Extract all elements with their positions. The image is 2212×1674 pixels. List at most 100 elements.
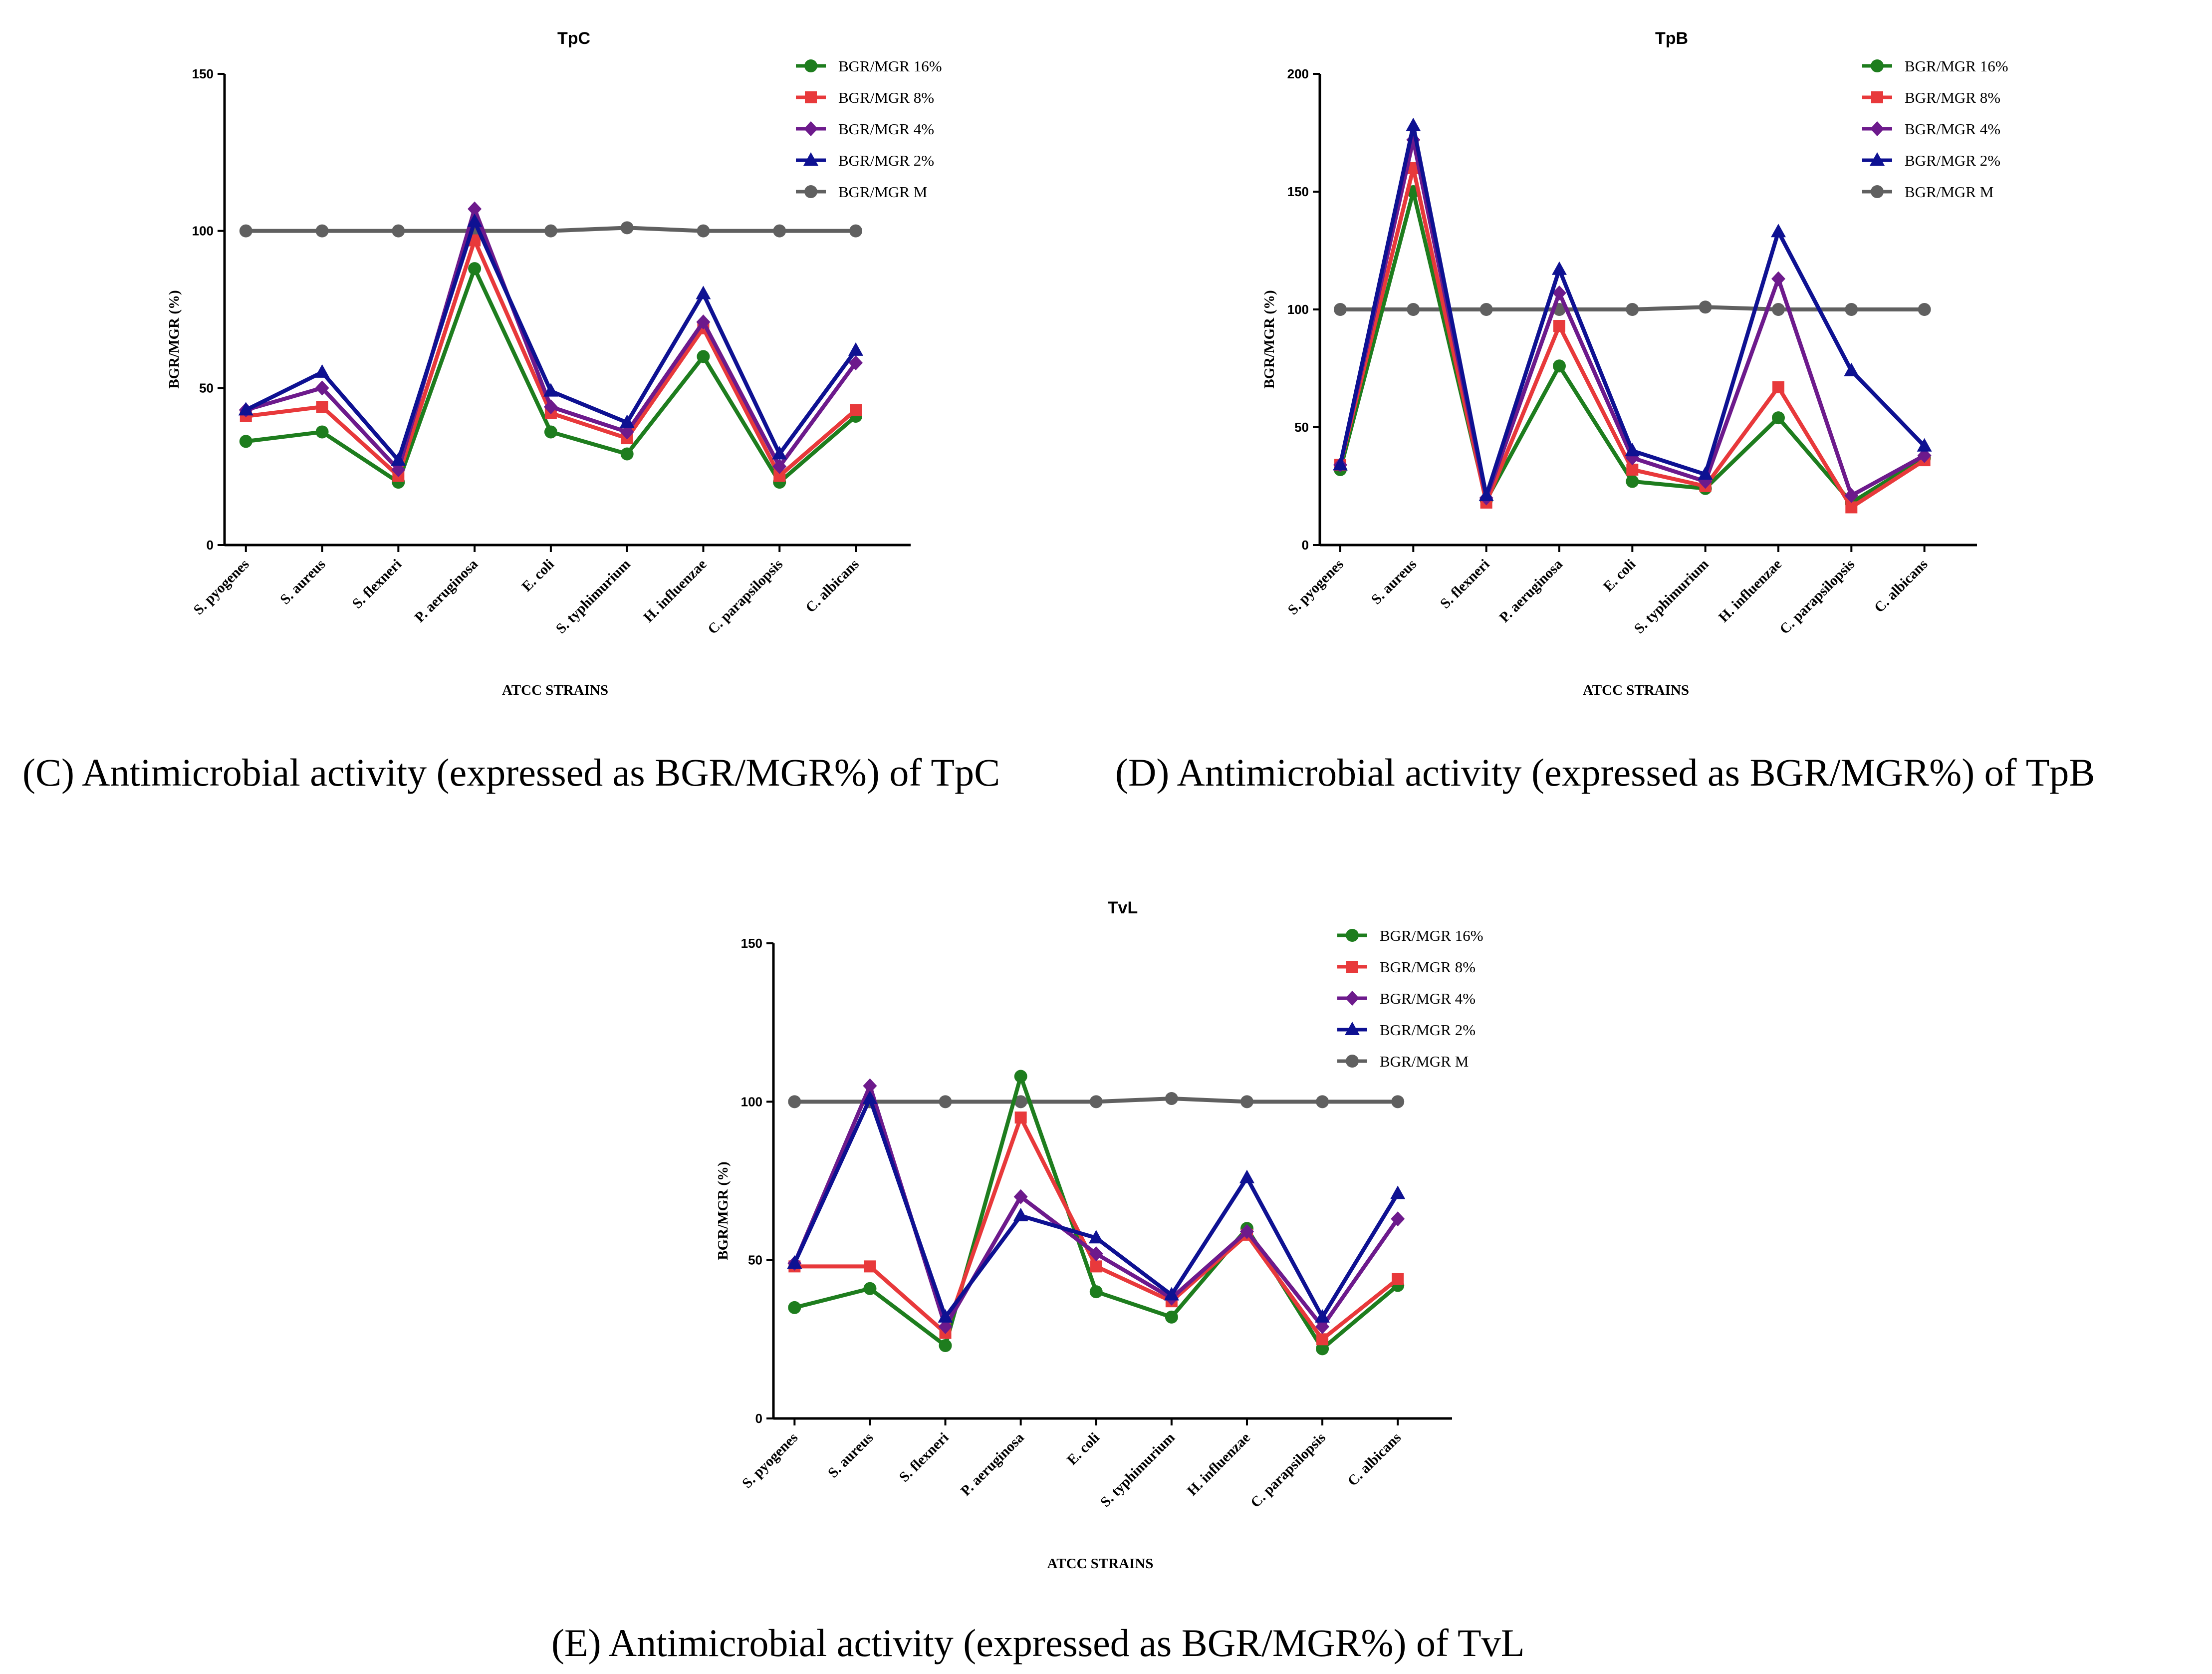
tvl-ytick-label: 0 [755, 1411, 762, 1426]
tpc-ytick-label: 0 [207, 538, 214, 553]
tpc-point-bgr-mgr-m-4 [544, 224, 557, 238]
tpb-category-h-influenzae: H. influenzae [1716, 556, 1785, 625]
tvl-series-bgr-mgr-2 [787, 1090, 1406, 1323]
tpb-point-bgr-mgr-2-7 [1844, 362, 1859, 376]
tpb-point-bgr-mgr-m-6 [1771, 303, 1785, 316]
tpb-legend-label: BGR/MGR 2% [1905, 152, 2000, 169]
tpc-category-s-typhimurium: S. typhimurium [553, 556, 634, 637]
tvl-legend: BGR/MGR 16% BGR/MGR 8% BGR/MGR 4% BGR/MGR 2… [1337, 927, 1483, 1070]
tpb-point-bgr-mgr-2-6 [1770, 224, 1786, 238]
tpc-legend-marker-bgr-mgr-8 [805, 91, 817, 103]
tvl-y-axis-label: BGR/MGR (%) [715, 1161, 731, 1260]
tpb-point-bgr-mgr-m-2 [1479, 303, 1493, 316]
tpc-point-bgr-mgr-4-5 [620, 424, 634, 440]
tpc-legend-marker-bgr-mgr-16 [804, 59, 817, 72]
tpb-legend-item-bgr-mgr-4: BGR/MGR 4% [1862, 120, 2000, 138]
tvl-category-c-albicans: C. albicans [1345, 1429, 1404, 1489]
tpc-legend-item-bgr-mgr-2: BGR/MGR 2% [796, 152, 934, 169]
tpc-legend-marker-bgr-mgr-4 [804, 121, 818, 136]
tpc-category-p-aeruginosa: P. aeruginosa [412, 556, 482, 626]
tvl-point-bgr-mgr-m-2 [939, 1095, 952, 1109]
tvl-category-c-parapsilopsis: C. parapsilopsis [1247, 1429, 1329, 1511]
tpc-y-axis-label: BGR/MGR (%) [166, 290, 182, 388]
tvl-point-bgr-mgr-2-6 [1239, 1169, 1254, 1183]
tpc-point-bgr-mgr-2-1 [314, 364, 330, 378]
tvl-point-bgr-mgr-2-0 [787, 1255, 802, 1269]
tpb-point-bgr-mgr-4-6 [1771, 271, 1785, 286]
tpc-point-bgr-mgr-16-4 [544, 425, 557, 439]
tpc-ytick-label: 100 [192, 224, 214, 239]
tvl-point-bgr-mgr-4-2 [938, 1319, 953, 1334]
tvl-ytick-label: 150 [741, 936, 762, 951]
tpc-category-c-albicans: C. albicans [802, 556, 862, 615]
tpb-category-s-aureus: S. aureus [1368, 556, 1420, 607]
tpc-axes: 0 50 100 150 [192, 66, 911, 553]
tvl-point-bgr-mgr-8-3 [1014, 1112, 1027, 1124]
tpc-legend-item-bgr-mgr-8: BGR/MGR 8% [796, 89, 934, 106]
caption-d: (D) Antimicrobial activity (expressed as… [1115, 751, 2095, 794]
tpb-point-bgr-mgr-2-1 [1406, 117, 1421, 131]
tpb-x-axis-label: ATCC STRAINS [1583, 682, 1689, 698]
chart-tpc: TpC 0 50 100 150 BGR/MGR (%) S. pyogenes S. aur… [166, 29, 942, 698]
tvl-category-e-coli: E. coli [1064, 1429, 1102, 1468]
tvl-legend-label: BGR/MGR 16% [1380, 927, 1483, 944]
tpc-legend-item-bgr-mgr-m: BGR/MGR M [796, 183, 927, 201]
tvl-point-bgr-mgr-m-7 [1316, 1095, 1329, 1109]
tpb-point-bgr-mgr-8-3 [1553, 320, 1565, 332]
tpc-legend-marker-bgr-mgr-m [804, 185, 817, 198]
tpb-legend-label: BGR/MGR 16% [1905, 57, 2008, 75]
tpb-point-bgr-mgr-m-5 [1699, 300, 1712, 314]
tvl-point-bgr-mgr-4-3 [1013, 1189, 1028, 1204]
tvl-point-bgr-mgr-16-7 [1316, 1342, 1329, 1356]
tpb-ytick-label: 100 [1287, 302, 1309, 317]
tpc-point-bgr-mgr-16-3 [468, 262, 482, 276]
tpb-point-bgr-mgr-4-8 [1917, 448, 1932, 463]
tvl-legend-marker-bgr-mgr-16 [1346, 929, 1359, 942]
tvl-point-bgr-mgr-2-5 [1164, 1287, 1179, 1301]
tpc-legend-marker-bgr-mgr-2 [803, 152, 818, 166]
tpb-point-bgr-mgr-8-7 [1845, 501, 1858, 514]
tpb-point-bgr-mgr-m-4 [1626, 303, 1639, 316]
tpb-legend-label: BGR/MGR 8% [1905, 89, 2000, 106]
tvl-point-bgr-mgr-m-0 [788, 1095, 801, 1109]
tvl-point-bgr-mgr-4-8 [1391, 1211, 1405, 1227]
tpc-line-bgr-mgr-2 [245, 219, 858, 463]
tpb-point-bgr-mgr-m-8 [1918, 303, 1931, 316]
tvl-point-bgr-mgr-m-3 [1014, 1095, 1027, 1109]
tpc-legend-label: BGR/MGR 8% [838, 89, 934, 106]
tvl-point-bgr-mgr-16-5 [1165, 1310, 1178, 1324]
tvl-legend-marker-bgr-mgr-8 [1346, 961, 1358, 973]
tpc-legend: BGR/MGR 16% BGR/MGR 8% BGR/MGR 4% BGR/MGR 2… [796, 57, 942, 201]
tpc-point-bgr-mgr-m-0 [239, 224, 252, 238]
tpc-category-e-coli: E. coli [519, 556, 557, 594]
tvl-legend-label: BGR/MGR 4% [1380, 990, 1475, 1007]
tpb-ytick-label: 0 [1302, 538, 1309, 553]
tpc-legend-item-bgr-mgr-16: BGR/MGR 16% [796, 57, 942, 75]
caption-c: (C) Antimicrobial activity (expressed as… [22, 751, 1000, 794]
tvl-legend-item-bgr-mgr-8: BGR/MGR 8% [1337, 958, 1475, 976]
tpb-series-bgr-mgr-2 [1332, 117, 1932, 501]
caption-e: (E) Antimicrobial activity (expressed as… [551, 1621, 1525, 1665]
tpb-point-bgr-mgr-8-6 [1772, 381, 1784, 393]
tvl-ytick-label: 50 [748, 1253, 762, 1268]
tpb-legend-label: BGR/MGR M [1905, 183, 1993, 201]
tpb-ytick-label: 200 [1287, 66, 1309, 81]
tpb-legend-marker-bgr-mgr-16 [1871, 59, 1884, 72]
tvl-point-bgr-mgr-16-1 [863, 1282, 877, 1295]
tpc-point-bgr-mgr-16-0 [239, 435, 252, 448]
tpb-legend-item-bgr-mgr-2: BGR/MGR 2% [1862, 152, 2000, 169]
tpb-point-bgr-mgr-4-3 [1552, 285, 1566, 300]
tpc-category-c-parapsilopsis: C. parapsilopsis [705, 556, 786, 637]
tpb-point-bgr-mgr-m-0 [1333, 303, 1347, 316]
tpb-legend-label: BGR/MGR 4% [1905, 120, 2000, 138]
tpb-point-bgr-mgr-2-4 [1625, 443, 1640, 457]
tvl-point-bgr-mgr-2-4 [1088, 1230, 1104, 1244]
tpb-legend-item-bgr-mgr-8: BGR/MGR 8% [1862, 89, 2000, 106]
chart-tpb: TpB 0 50 100 150 200 BGR/MGR (%) S. pyogenes S. … [1261, 29, 2008, 698]
tvl-category-p-aeruginosa: P. aeruginosa [958, 1429, 1027, 1499]
tpb-category-c-albicans: C. albicans [1871, 556, 1931, 615]
tpb-title: TpB [1655, 29, 1688, 48]
tvl-title: TvL [1108, 898, 1138, 917]
tpb-axes: 0 50 100 150 200 [1287, 66, 1977, 553]
tvl-point-bgr-mgr-m-5 [1165, 1092, 1178, 1105]
